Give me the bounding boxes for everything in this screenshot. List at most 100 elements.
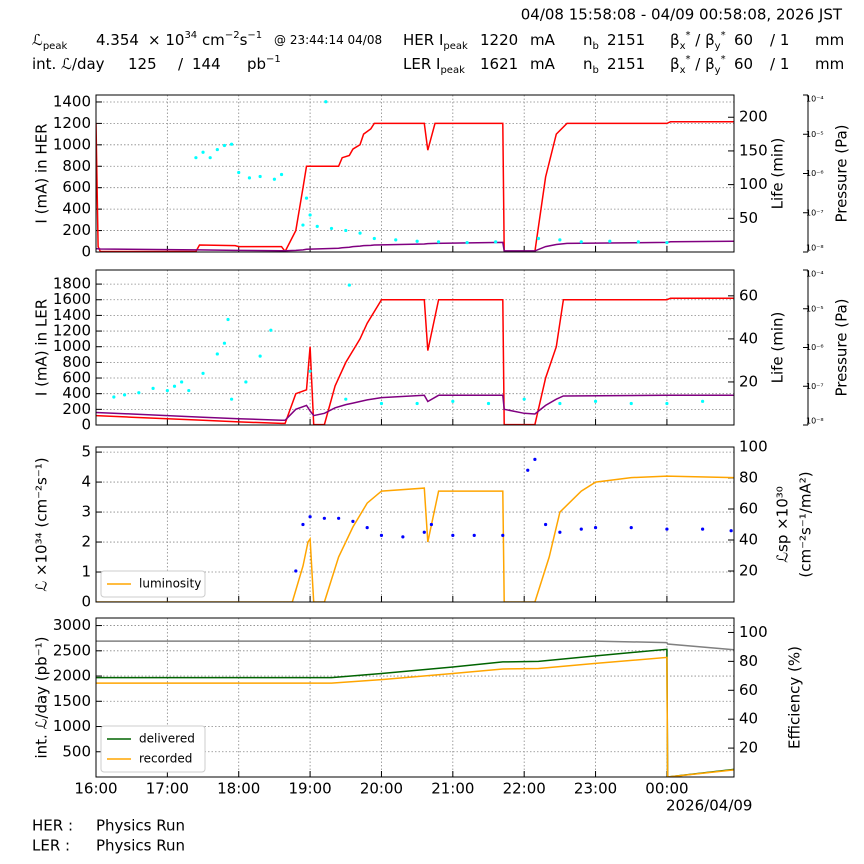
y-tick-label: 1500: [53, 692, 91, 710]
legend-label: recorded: [139, 752, 192, 766]
data-point: [258, 354, 262, 358]
header-run: int. ℒ/day: [32, 55, 105, 73]
data-point: [324, 100, 328, 104]
data-point: [700, 527, 705, 531]
x-tick-label: 22:00: [503, 780, 546, 798]
data-point: [401, 535, 405, 539]
y2-tick-label: 40: [739, 329, 758, 347]
y-tick-label: 1400: [53, 92, 91, 110]
header-run: / 1: [770, 31, 789, 49]
header-run: n: [583, 31, 593, 49]
data-point: [379, 401, 384, 406]
data-point: [415, 239, 419, 243]
header-run: pb: [247, 55, 266, 73]
header-run: *: [721, 30, 726, 41]
data-point: [201, 150, 205, 154]
data-point: [415, 401, 419, 406]
data-point: [486, 401, 491, 406]
header-field: 144: [192, 55, 221, 73]
header-run: mm: [815, 55, 844, 73]
y3-label: Pressure (Pa): [833, 124, 851, 222]
y2-tick-label: 40: [739, 710, 758, 728]
y-tick-label: 2500: [53, 641, 91, 659]
data-point: [222, 143, 227, 148]
data-point: [226, 317, 230, 322]
header-run: s: [240, 31, 248, 49]
header-field: nb: [583, 31, 599, 52]
y3-tick-label: 10⁻⁵: [806, 304, 824, 313]
y-tick-label: 2: [81, 533, 91, 551]
data-point: [315, 224, 319, 228]
header-run: x: [680, 41, 686, 52]
data-point: [344, 228, 348, 233]
y2-tick-label: 50: [739, 209, 758, 227]
data-point: [194, 156, 198, 160]
y-tick-label: 800: [62, 157, 91, 175]
header-run: / β: [691, 55, 715, 73]
data-point: [337, 516, 341, 520]
header-run: b: [593, 65, 599, 76]
run-status: Physics Run: [96, 837, 185, 855]
header-run: LER I: [403, 55, 440, 73]
header-field: /: [178, 55, 184, 73]
y2-tick-label: 20: [739, 372, 758, 390]
y2-tick-label: 20: [739, 562, 758, 580]
header-field: 1220: [480, 31, 518, 49]
header-run: y: [715, 65, 721, 76]
data-point: [526, 468, 530, 472]
data-point: [308, 515, 312, 519]
legend-box: [100, 570, 206, 598]
header-field: mm: [815, 31, 844, 49]
y2-label: Efficiency (%): [786, 646, 804, 749]
y-label: I (mA) in HER: [33, 123, 51, 223]
data-point: [729, 529, 733, 533]
data-point: [122, 393, 127, 397]
y-tick-label: 600: [62, 369, 91, 387]
header-field: / 1: [770, 55, 789, 73]
data-point: [700, 399, 705, 403]
data-point: [429, 522, 434, 527]
data-point: [358, 231, 362, 235]
header-run: /: [178, 55, 184, 73]
data-point: [269, 328, 273, 332]
y-tick-label: 400: [62, 200, 91, 218]
y-tick-label: 1000: [53, 717, 91, 735]
run-status: LER :: [32, 837, 70, 855]
header-run: ℒ: [32, 31, 43, 49]
data-point: [558, 238, 562, 242]
header-field: nb: [583, 55, 599, 76]
data-point: [501, 533, 505, 537]
y2-tick-label: 100: [739, 623, 768, 641]
data-point: [351, 519, 355, 524]
header-run: 2151: [607, 31, 645, 49]
y2-tick-label: 60: [739, 286, 758, 304]
y2-tick-label: 60: [739, 500, 758, 518]
y-tick-label: 3000: [53, 616, 91, 634]
legend-label: luminosity: [139, 577, 201, 591]
data-point: [279, 172, 284, 177]
y2-tick-label: 150: [739, 141, 768, 159]
header-run: −2: [225, 30, 240, 41]
series-line: [96, 640, 734, 651]
y-tick-label: 1000: [53, 337, 91, 355]
header-run: x: [680, 65, 686, 76]
header-run: β: [670, 55, 680, 73]
header-run: @ 23:44:14 04/08: [274, 33, 382, 47]
y2-tick-label: 80: [739, 652, 758, 670]
series-line: [96, 297, 734, 425]
y-tick-label: 500: [62, 742, 91, 760]
header-field: int. ℒ/day: [32, 55, 105, 73]
header-run: *: [721, 54, 726, 65]
y2-label: (cm⁻²s⁻¹/mA²): [797, 471, 815, 577]
y-tick-label: 1000: [53, 135, 91, 153]
y-tick-label: 1200: [53, 114, 91, 132]
y-tick-label: 0: [81, 243, 91, 261]
data-point: [308, 369, 312, 373]
data-point: [579, 527, 583, 531]
data-point: [665, 240, 669, 245]
data-point: [451, 399, 455, 403]
data-point: [558, 401, 562, 406]
header-run: 4.354: [96, 31, 139, 49]
data-point: [365, 526, 369, 530]
header-run: 2151: [607, 55, 645, 73]
